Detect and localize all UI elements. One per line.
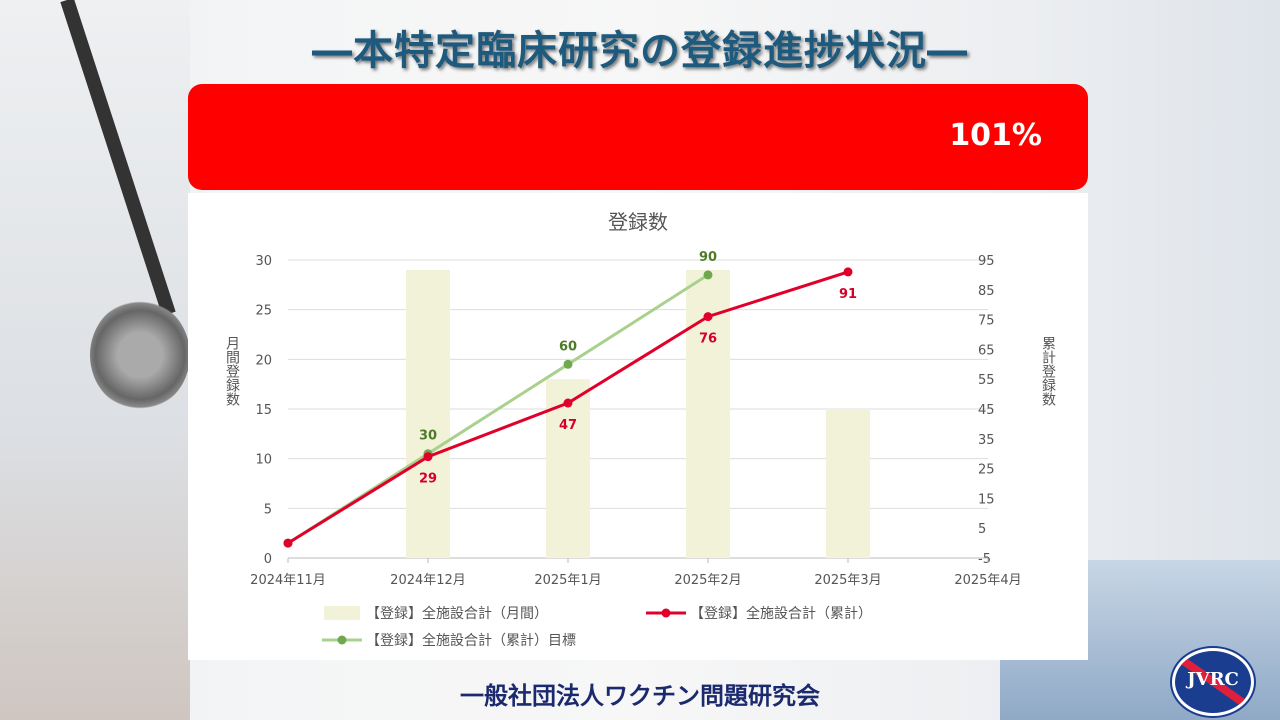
left-axis-label: 月間登録数 (224, 336, 240, 406)
right-tick-label: 35 (978, 433, 995, 448)
organization-name: 一般社団法人ワクチン問題研究会 (460, 681, 820, 710)
left-tick-label: 20 (255, 353, 272, 368)
data-label-target: 60 (559, 339, 577, 354)
progress-percent: 101% (949, 118, 1042, 153)
data-label-cumulative: 47 (559, 418, 577, 433)
right-tick-label: 75 (978, 314, 995, 329)
left-tick-label: 0 (264, 552, 272, 567)
x-tick-label: 2025年4月 (954, 573, 1021, 588)
registration-chart: 登録数 0 5 10 15 20 25 30 -5 5 15 25 35 45 55 65 75 85 95 2024… (224, 210, 1056, 649)
x-tick-label: 2024年12月 (390, 573, 466, 588)
point-cumulative (563, 398, 573, 408)
logo-text: JVRC (1187, 669, 1239, 690)
page-title: ―本特定臨床研究の登録進捗状況― (312, 28, 968, 74)
legend-label-cumulative: 【登録】全施設合計（累計） (690, 605, 872, 622)
right-tick-label: 15 (978, 492, 995, 507)
right-tick-label: 25 (978, 463, 995, 478)
legend-marker-target (337, 635, 347, 645)
right-axis-label: 累計登録数 (1040, 336, 1056, 406)
legend-marker-cumulative (661, 608, 671, 618)
point-target (703, 270, 713, 280)
left-tick-label: 30 (255, 254, 272, 269)
chart-panel: 登録数 0 5 10 15 20 25 30 -5 5 15 25 35 45 55 65 75 85 95 2024… (188, 193, 1088, 660)
left-tick-label: 15 (255, 403, 272, 418)
point-cumulative (283, 538, 293, 548)
right-tick-label: 65 (978, 343, 995, 358)
data-label-cumulative: 29 (419, 472, 437, 487)
data-label-target: 90 (699, 250, 717, 265)
x-tick-label: 2025年1月 (534, 573, 601, 588)
bar-monthly (406, 269, 450, 558)
right-tick-label: 85 (978, 284, 995, 299)
chart-title: 登録数 (608, 210, 668, 234)
right-tick-label: 5 (978, 522, 986, 537)
left-tick-label: 5 (264, 502, 272, 517)
point-cumulative (703, 312, 713, 322)
progress-banner: 101% (188, 84, 1088, 190)
legend-label-monthly: 【登録】全施設合計（月間） (366, 605, 548, 622)
x-tick-label: 2025年2月 (674, 573, 741, 588)
point-cumulative (843, 267, 853, 277)
x-tick-label: 2025年3月 (814, 573, 881, 588)
legend-label-target: 【登録】全施設合計（累計）目標 (366, 632, 576, 649)
x-tick-label: 2024年11月 (250, 573, 326, 588)
data-label-target: 30 (419, 429, 437, 444)
data-label-cumulative: 91 (839, 287, 857, 302)
legend-swatch-monthly (324, 606, 360, 620)
left-tick-label: 10 (255, 453, 272, 468)
jvrc-logo: JVRC (1172, 648, 1254, 716)
right-tick-label: 55 (978, 373, 995, 388)
point-target (563, 359, 573, 369)
right-tick-label: 95 (978, 254, 995, 269)
right-tick-label: 45 (978, 403, 995, 418)
left-tick-label: 25 (255, 304, 272, 319)
data-label-cumulative: 76 (699, 332, 717, 347)
right-tick-label: -5 (978, 552, 991, 567)
background-photo (0, 0, 190, 720)
point-cumulative (423, 452, 433, 462)
stethoscope-icon (90, 300, 190, 410)
bar-monthly (826, 409, 870, 558)
